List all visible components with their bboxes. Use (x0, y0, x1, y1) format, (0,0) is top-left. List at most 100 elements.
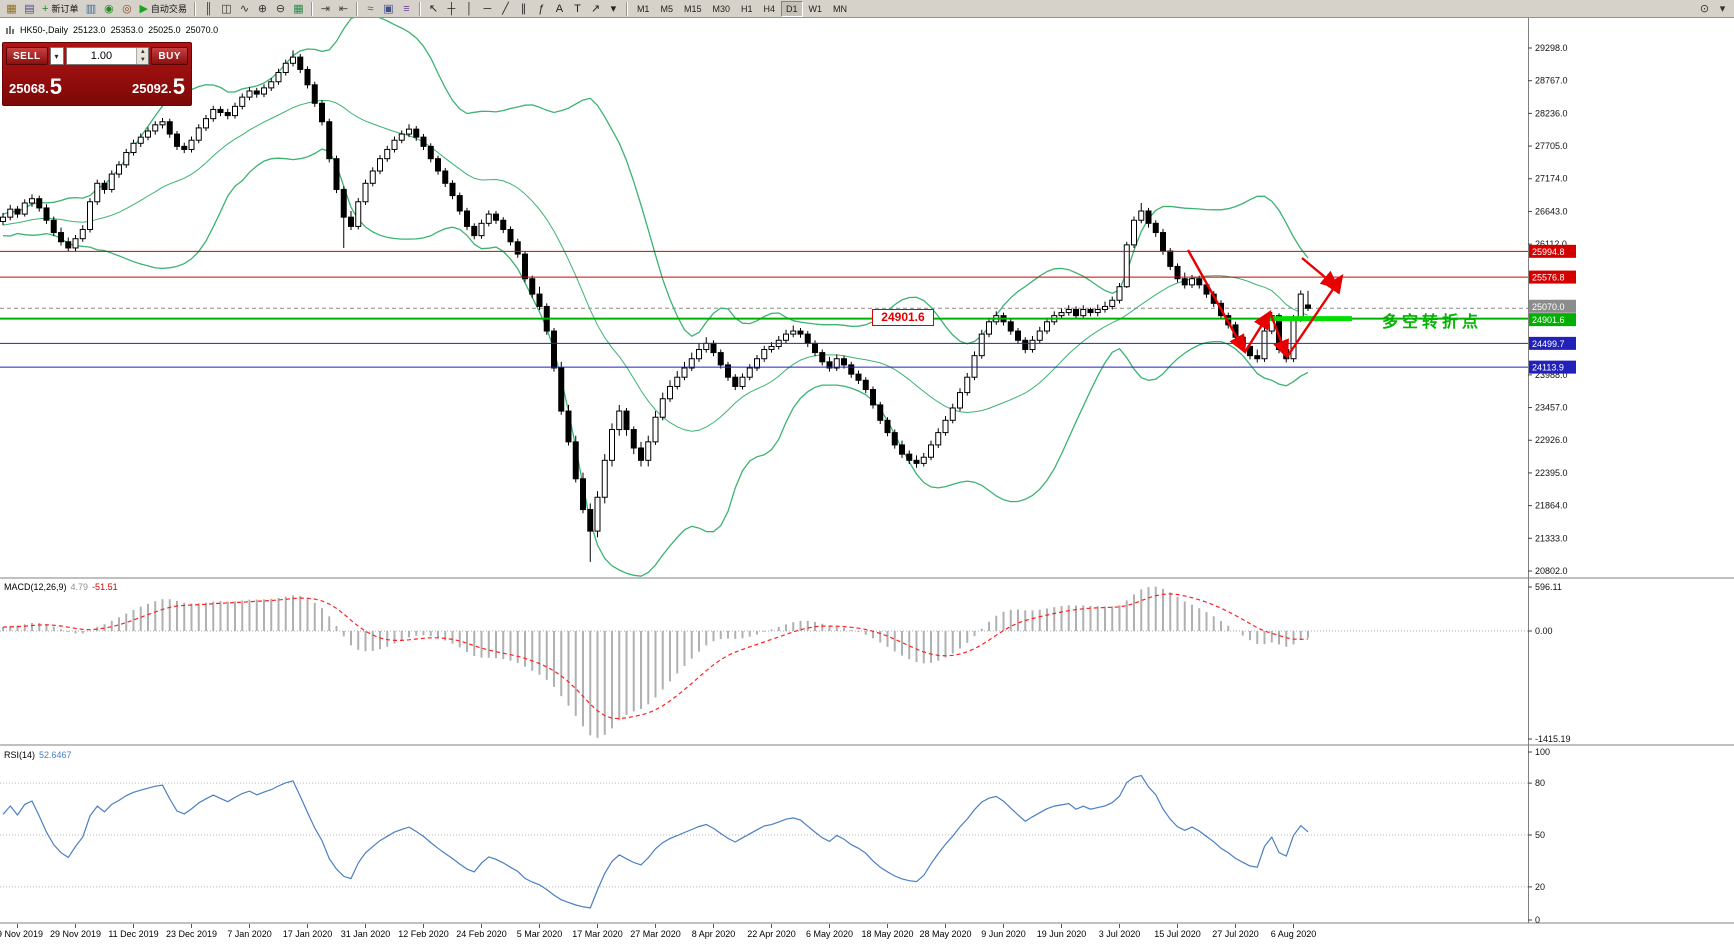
lot-decrease-button[interactable]: ▼ (137, 56, 149, 64)
pane-separators[interactable] (0, 18, 1734, 925)
objects-menu-icon: ▾ (610, 2, 617, 15)
toolbar-separator (310, 1, 313, 16)
auto-trading-icon: ▶ (139, 2, 148, 15)
svg-text:22926.0: 22926.0 (1535, 435, 1568, 445)
svg-text:27 Mar 2020: 27 Mar 2020 (630, 929, 681, 939)
date-axis[interactable]: 19 Nov 2019 29 Nov 2019 11 Dec 2019 23 Dec … (0, 924, 1316, 939)
svg-text:27174.0: 27174.0 (1535, 174, 1568, 184)
new-order-button-label: 新订单 (51, 3, 79, 14)
lot-size-input[interactable] (66, 48, 137, 64)
svg-text:26112.0: 26112.0 (1535, 239, 1567, 249)
lot-increase-button[interactable]: ▲ (137, 48, 149, 56)
timeframe-d1[interactable]: D1 (781, 0, 803, 17)
svg-text:8 Apr 2020: 8 Apr 2020 (692, 929, 736, 939)
trend-arrow[interactable] (1243, 309, 1272, 353)
toolbar-separator (355, 1, 358, 16)
market-watch-icon[interactable]: ▥ (82, 1, 99, 17)
crosshair-icon[interactable]: ┼ (443, 1, 460, 17)
channel-icon[interactable]: ∥ (515, 1, 532, 17)
timeframe-m15[interactable]: M15 (683, 3, 702, 14)
main-toolbar: ▦ ▤ + 新订单 ▥ ◉ ◎ ▶ 自动交易 ║ ◫ ∿ ⊕ ⊖ ▦ ⇥ ⇤ ≈ ▣ ≡ ↖ ┼ │ ─ ╱ ∥ ƒ A T ↗ ▾ M1 M5… (0, 0, 1734, 18)
turning-point-segment[interactable] (1268, 316, 1352, 322)
turning-point-note[interactable]: 多空转折点 (1382, 314, 1483, 331)
new-order-button[interactable]: + 新订单 (39, 1, 81, 17)
timeframe-h4[interactable]: H4 (763, 3, 776, 14)
buy-price: 25092. 5 (131, 76, 185, 98)
sell-price-pip: 5 (49, 74, 63, 99)
svg-text:23457.0: 23457.0 (1535, 403, 1568, 413)
indicators-icon[interactable]: ≈ (362, 1, 379, 17)
cursor-icon[interactable]: ↖ (425, 1, 442, 17)
trend-arrow[interactable] (1268, 311, 1289, 360)
terminal-icon[interactable]: ◉ (100, 1, 117, 17)
strategy-tester-icon[interactable]: ◎ (118, 1, 135, 17)
text-label-icon[interactable]: T (569, 1, 586, 17)
search-icon[interactable]: ⊙ (1696, 1, 1713, 17)
zoom-out-icon[interactable]: ⊖ (272, 1, 289, 17)
sell-price: 25068. 5 (9, 74, 63, 99)
buy-price-main: 25092. (131, 81, 172, 96)
svg-text:596.11: 596.11 (1535, 582, 1562, 592)
lot-size-field: ▲ ▼ (65, 47, 150, 65)
open-value: 25123.0 (73, 25, 106, 35)
trendline-icon[interactable]: ╱ (497, 1, 514, 17)
chart-shift-icon[interactable]: ⇤ (335, 1, 352, 17)
timeframe-h1[interactable]: H1 (741, 3, 753, 14)
auto-trading-button-label: 自动交易 (150, 3, 187, 14)
templates-icon[interactable]: ≡ (398, 1, 415, 17)
trend-arrow[interactable] (1301, 257, 1340, 290)
drawn-objects[interactable] (1186, 249, 1352, 360)
chart-background (0, 18, 1734, 944)
trend-arrow[interactable] (1186, 249, 1247, 355)
svg-text:21333.0: 21333.0 (1535, 533, 1568, 543)
svg-text:24901.6: 24901.6 (1532, 315, 1565, 325)
macd-scale[interactable]: 596.11 0.00 -1415.19 (1528, 582, 1571, 744)
candlestick-chart-icon[interactable]: ◫ (218, 1, 235, 17)
indicator-windows-icon[interactable]: ▣ (380, 1, 397, 17)
svg-text:28767.0: 28767.0 (1535, 76, 1568, 86)
zoom-in-icon[interactable]: ⊕ (254, 1, 271, 17)
macd-header: MACD(12,26,9) 4.79 -51.51 (4, 582, 118, 592)
timeframe-mn[interactable]: MN (833, 3, 848, 14)
zoom-out-icon: ⊖ (275, 2, 286, 15)
sell-price-main: 25068. (9, 81, 49, 96)
bar-chart-icon: ║ (204, 2, 213, 15)
rsi-scale[interactable]: 100 80 50 20 0 (1528, 747, 1550, 925)
price-tag-label[interactable]: 24901.6 (872, 309, 934, 326)
macd-main-value: 4.79 (70, 582, 89, 592)
tile-windows-icon[interactable]: ▦ (290, 1, 307, 17)
fibonacci-icon[interactable]: ƒ (533, 1, 550, 17)
timeframe-m1[interactable]: M1 (636, 3, 650, 14)
auto-scroll-icon[interactable]: ⇥ (317, 1, 334, 17)
chart-window-icon (6, 26, 14, 34)
fibonacci-icon: ƒ (538, 2, 545, 15)
timeframe-w1[interactable]: W1 (808, 3, 823, 14)
svg-text:100: 100 (1535, 747, 1550, 757)
quick-menu-icon: ▾ (1719, 2, 1726, 15)
svg-text:17 Mar 2020: 17 Mar 2020 (572, 929, 623, 939)
buy-button[interactable]: BUY (151, 47, 188, 65)
horizontal-line-icon[interactable]: ─ (479, 1, 496, 17)
close-value: 25070.0 (185, 25, 219, 35)
timeframe-m5[interactable]: M5 (660, 3, 673, 14)
arrow-objects-icon[interactable]: ↗ (587, 1, 604, 17)
bar-chart-icon[interactable]: ║ (200, 1, 217, 17)
new-chart-icon[interactable]: ▦ (3, 1, 20, 17)
objects-menu-icon[interactable]: ▾ (605, 1, 622, 17)
one-click-menu-button[interactable]: ▾ (49, 47, 64, 65)
line-chart-icon[interactable]: ∿ (236, 1, 253, 17)
vertical-line-icon[interactable]: │ (461, 1, 478, 17)
svg-text:22 Apr 2020: 22 Apr 2020 (747, 929, 796, 939)
high-value: 25353.0 (110, 25, 144, 35)
chart-profiles-icon[interactable]: ▤ (21, 1, 38, 17)
svg-text:19 Nov 2019: 19 Nov 2019 (0, 929, 43, 939)
crosshair-icon: ┼ (447, 2, 456, 15)
sell-button[interactable]: SELL (6, 47, 48, 65)
quick-menu-icon[interactable]: ▾ (1714, 1, 1731, 17)
auto-trading-button[interactable]: ▶ 自动交易 (136, 1, 189, 17)
text-icon[interactable]: A (551, 1, 568, 17)
cursor-icon: ↖ (428, 2, 439, 15)
price-scale[interactable]: 29298.0 28767.0 28236.0 27705.0 27174.0 26643… (1528, 43, 1568, 576)
timeframe-m30[interactable]: M30 (712, 3, 730, 14)
